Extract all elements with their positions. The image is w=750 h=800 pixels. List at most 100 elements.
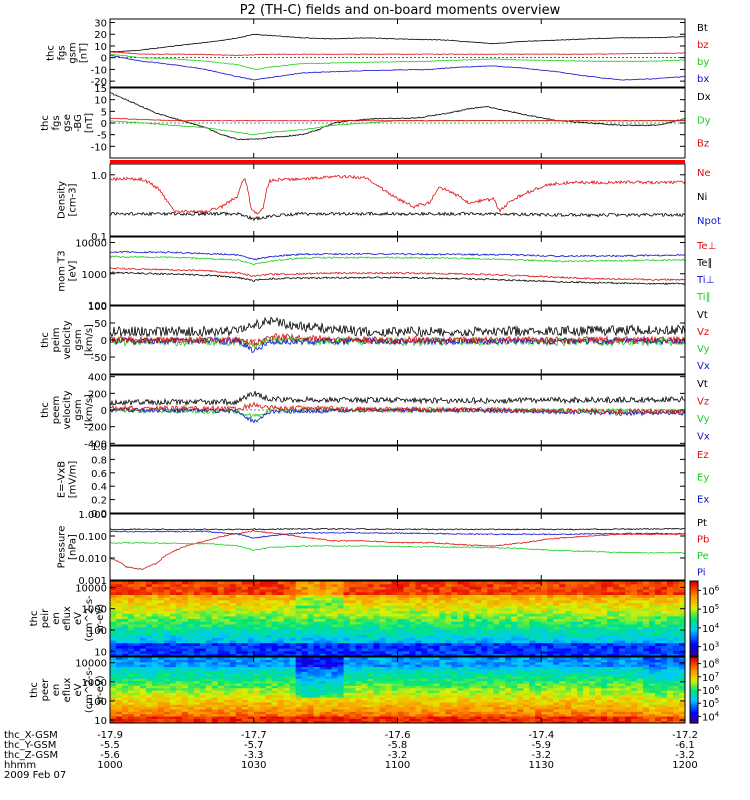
heatmap-cell [139, 615, 147, 620]
heatmap-cell [301, 634, 309, 638]
heatmap-cell [445, 602, 453, 606]
heatmap-cell [427, 602, 435, 606]
heatmap-cell [673, 591, 680, 595]
heatmap-cell [169, 586, 177, 590]
heatmap-cell [409, 678, 417, 682]
heatmap-cell [337, 720, 345, 723]
heatmap-cell [211, 711, 219, 715]
heatmap-cell [397, 605, 405, 609]
heatmap-cell [559, 586, 566, 590]
heatmap-cell [553, 642, 560, 646]
heatmap-cell [469, 720, 476, 723]
heatmap-cell [595, 645, 602, 649]
heatmap-cell [217, 586, 225, 590]
heatmap-cell [301, 685, 309, 689]
heatmap-cell [241, 673, 249, 677]
heatmap-cell [373, 618, 381, 622]
heatmap-cell [289, 708, 297, 712]
heatmap-cell [679, 642, 685, 646]
heatmap-cell [391, 694, 399, 698]
heatmap-cell [169, 664, 177, 668]
heatmap-cell [199, 685, 207, 689]
heatmap-cell [493, 664, 500, 668]
heatmap-cell [583, 647, 590, 652]
heatmap-cell [535, 594, 542, 598]
heatmap-cell [397, 706, 405, 710]
heatmap-cell [379, 602, 387, 606]
heatmap-cell [373, 673, 381, 677]
heatmap-cell [331, 713, 339, 717]
heatmap-cell [343, 605, 351, 609]
heatmap-cell [511, 666, 518, 670]
heatmap-cell [169, 673, 177, 677]
heatmap-cell [349, 715, 357, 719]
heatmap-cell [433, 589, 441, 593]
heatmap-cell [139, 626, 147, 630]
heatmap-cell [223, 673, 231, 677]
heatmap-cell [349, 668, 357, 672]
heatmap-cell [409, 594, 417, 598]
heatmap-cell [625, 599, 632, 604]
heatmap-cell [205, 694, 213, 698]
heatmap-cell [613, 586, 620, 590]
heatmap-cell [139, 597, 147, 601]
heatmap-cell [361, 642, 369, 646]
heatmap-cell [397, 720, 405, 723]
heatmap-cell [253, 653, 261, 656]
heatmap-cell [115, 599, 123, 604]
heatmap-cell [355, 621, 363, 625]
heatmap-cell [121, 650, 129, 654]
heatmap-cell [157, 692, 165, 696]
y-axis-label: eV [73, 612, 84, 625]
heatmap-cell [229, 591, 237, 595]
heatmap-cell [313, 659, 321, 663]
heatmap-cell [271, 657, 279, 660]
heatmap-cell [475, 664, 482, 668]
heatmap-cell [121, 583, 129, 587]
heatmap-cell [115, 583, 123, 587]
heatmap-cell [235, 671, 243, 675]
heatmap-cell [319, 711, 327, 715]
heatmap-cell [433, 659, 441, 663]
heatmap-cell [349, 629, 357, 633]
heatmap-cell [379, 678, 387, 682]
heatmap-cell [463, 647, 470, 652]
heatmap-cell [577, 610, 584, 614]
heatmap-cell [163, 720, 171, 723]
heatmap-cell [511, 607, 518, 612]
heatmap-cell [589, 647, 596, 652]
heatmap-cell [343, 720, 351, 723]
heatmap-cell [163, 645, 171, 649]
heatmap-cell [619, 594, 626, 598]
heatmap-cell [487, 671, 494, 675]
heatmap-cell [391, 718, 399, 722]
heatmap-cell [637, 645, 644, 649]
heatmap-cell [427, 697, 435, 701]
heatmap-cell [511, 642, 518, 646]
heatmap-cell [511, 687, 518, 691]
heatmap-cell [445, 718, 453, 722]
heatmap-cell [151, 673, 159, 677]
heatmap-cell [271, 659, 279, 663]
heatmap-cell [337, 699, 345, 703]
heatmap-cell [451, 621, 458, 625]
heatmap-cell [655, 623, 662, 628]
heatmap-cell [463, 581, 470, 585]
heatmap-cell [199, 720, 207, 723]
heatmap-cell [661, 639, 668, 644]
heatmap-cell [577, 634, 584, 638]
heatmap-cell [517, 607, 524, 612]
heatmap-cell [487, 653, 494, 656]
heatmap-cell [145, 589, 153, 593]
heatmap-cell [481, 673, 488, 677]
heatmap-cell [463, 610, 470, 614]
colorbar-tick-label: 106 [702, 584, 720, 597]
heatmap-cell [331, 659, 339, 663]
heatmap-cell [313, 613, 321, 617]
colorbar-frame [689, 580, 699, 657]
heatmap-cell [163, 666, 171, 670]
heatmap-cell [385, 589, 393, 593]
heatmap-cell [457, 706, 464, 710]
heatmap-cell [247, 704, 255, 708]
heatmap-cell [397, 597, 405, 601]
